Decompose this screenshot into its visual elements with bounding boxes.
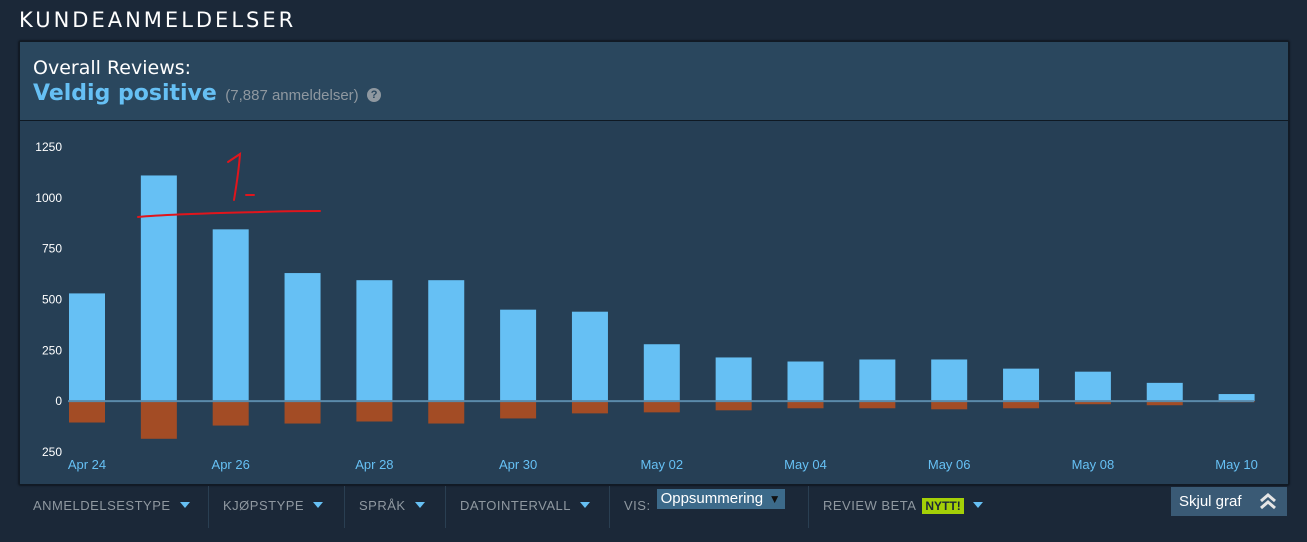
x-tick-label: May 10 bbox=[1215, 457, 1258, 472]
filter-date-range[interactable]: DATOINTERVALL bbox=[446, 486, 610, 528]
select-arrow-icon: ▼ bbox=[766, 489, 781, 509]
filter-language[interactable]: SPRÅK bbox=[345, 486, 446, 528]
x-tick-label: Apr 30 bbox=[499, 457, 537, 472]
chevron-down-icon bbox=[972, 502, 983, 508]
negative-bar[interactable] bbox=[1074, 401, 1111, 405]
negative-bar[interactable] bbox=[1003, 401, 1040, 409]
positive-bar[interactable] bbox=[1218, 394, 1255, 402]
filter-display: VIS: Oppsummering ▼ bbox=[610, 486, 809, 528]
positive-bar[interactable] bbox=[931, 359, 968, 402]
overall-reviews-label: Overall Reviews: bbox=[33, 57, 192, 79]
x-tick-label: Apr 26 bbox=[212, 457, 250, 472]
filter-purchase-type[interactable]: KJØPSTYPE bbox=[209, 486, 345, 528]
reviews-panel: Overall Reviews: Veldig positive (7,887 … bbox=[19, 41, 1289, 485]
negative-bar[interactable] bbox=[1146, 401, 1183, 406]
x-tick-label: May 04 bbox=[784, 457, 827, 472]
positive-bar[interactable] bbox=[428, 280, 465, 402]
filter-review-type-label: ANMELDELSESTYPE bbox=[33, 498, 171, 513]
section-title: KUNDEANMELDELSER bbox=[19, 8, 297, 32]
negative-bar[interactable] bbox=[284, 401, 321, 424]
negative-bar[interactable] bbox=[787, 401, 824, 409]
y-tick-label: 500 bbox=[42, 293, 62, 307]
review-count: (7,887 anmeldelser) bbox=[225, 87, 359, 104]
filter-review-beta-label: REVIEW BETA bbox=[823, 498, 917, 513]
positive-bar[interactable] bbox=[859, 359, 896, 402]
rating-text[interactable]: Veldig positive bbox=[33, 81, 217, 106]
chart-area: 1250 1000 750 500 250 0 250 Apr 24 Apr 26 Apr 28 A… bbox=[20, 121, 1288, 484]
question-icon[interactable]: ? bbox=[367, 88, 382, 102]
positive-bar[interactable] bbox=[571, 311, 608, 402]
new-badge: NYTT! bbox=[922, 498, 964, 514]
y-tick-label: 1000 bbox=[35, 191, 62, 205]
negative-bar[interactable] bbox=[212, 401, 249, 426]
hide-graph-button[interactable]: Skjul graf bbox=[1171, 487, 1287, 516]
negative-bar[interactable] bbox=[859, 401, 896, 409]
filter-purchase-type-label: KJØPSTYPE bbox=[223, 498, 305, 513]
positive-bar[interactable] bbox=[1146, 382, 1183, 402]
double-chevron-up-icon bbox=[1260, 493, 1276, 510]
y-tick-label: 750 bbox=[42, 242, 62, 256]
negative-bar[interactable] bbox=[140, 401, 177, 439]
negative-bar[interactable] bbox=[715, 401, 752, 411]
filter-bar: ANMELDELSESTYPE KJØPSTYPE SPRÅK DATOINTE… bbox=[19, 486, 1287, 528]
y-tick-label: 1250 bbox=[35, 140, 62, 154]
x-tick-label: Apr 24 bbox=[68, 457, 106, 472]
positive-bar[interactable] bbox=[1074, 371, 1111, 402]
filter-date-range-label: DATOINTERVALL bbox=[460, 498, 572, 513]
negative-bar[interactable] bbox=[571, 401, 608, 414]
x-tick-label: May 08 bbox=[1072, 457, 1115, 472]
negative-bar[interactable] bbox=[643, 401, 680, 413]
x-tick-label: Apr 28 bbox=[355, 457, 393, 472]
negative-bar[interactable] bbox=[931, 401, 968, 410]
positive-bar[interactable] bbox=[356, 280, 393, 402]
y-tick-label: 0 bbox=[55, 394, 62, 408]
negative-bar[interactable] bbox=[69, 401, 105, 423]
chevron-down-icon bbox=[179, 502, 190, 508]
filter-review-beta[interactable]: REVIEW BETA NYTT! bbox=[809, 486, 999, 528]
display-select[interactable]: Oppsummering ▼ bbox=[656, 489, 785, 509]
filter-language-label: SPRÅK bbox=[359, 498, 406, 513]
filter-review-type[interactable]: ANMELDELSESTYPE bbox=[19, 486, 209, 528]
review-histogram: 1250 1000 750 500 250 0 250 Apr 24 Apr 26 Apr 28 A… bbox=[35, 140, 1258, 472]
x-tick-label: May 06 bbox=[928, 457, 971, 472]
filter-display-label: VIS: bbox=[624, 498, 651, 513]
positive-bar[interactable] bbox=[500, 309, 537, 402]
negative-bar[interactable] bbox=[500, 401, 537, 419]
display-select-value: Oppsummering bbox=[660, 490, 764, 507]
negative-bar[interactable] bbox=[428, 401, 465, 424]
x-tick-label: May 02 bbox=[640, 457, 683, 472]
positive-bar[interactable] bbox=[69, 293, 105, 402]
chevron-down-icon bbox=[313, 502, 324, 508]
positive-bar[interactable] bbox=[715, 357, 752, 402]
y-tick-label: 250 bbox=[42, 343, 62, 357]
overall-rating-line: Veldig positive (7,887 anmeldelser) ? bbox=[33, 81, 382, 106]
review-summary: Overall Reviews: Veldig positive (7,887 … bbox=[20, 42, 1288, 121]
hide-graph-label: Skjul graf bbox=[1179, 493, 1242, 510]
chevron-down-icon bbox=[580, 502, 591, 508]
negative-bar[interactable] bbox=[356, 401, 393, 422]
positive-bar[interactable] bbox=[140, 175, 177, 402]
positive-bar[interactable] bbox=[643, 344, 680, 402]
positive-bar[interactable] bbox=[212, 229, 249, 402]
positive-bar[interactable] bbox=[1003, 368, 1040, 402]
chevron-down-icon bbox=[414, 502, 425, 508]
y-tick-label: 250 bbox=[42, 445, 62, 459]
positive-bar[interactable] bbox=[787, 361, 824, 402]
positive-bar[interactable] bbox=[284, 273, 321, 402]
